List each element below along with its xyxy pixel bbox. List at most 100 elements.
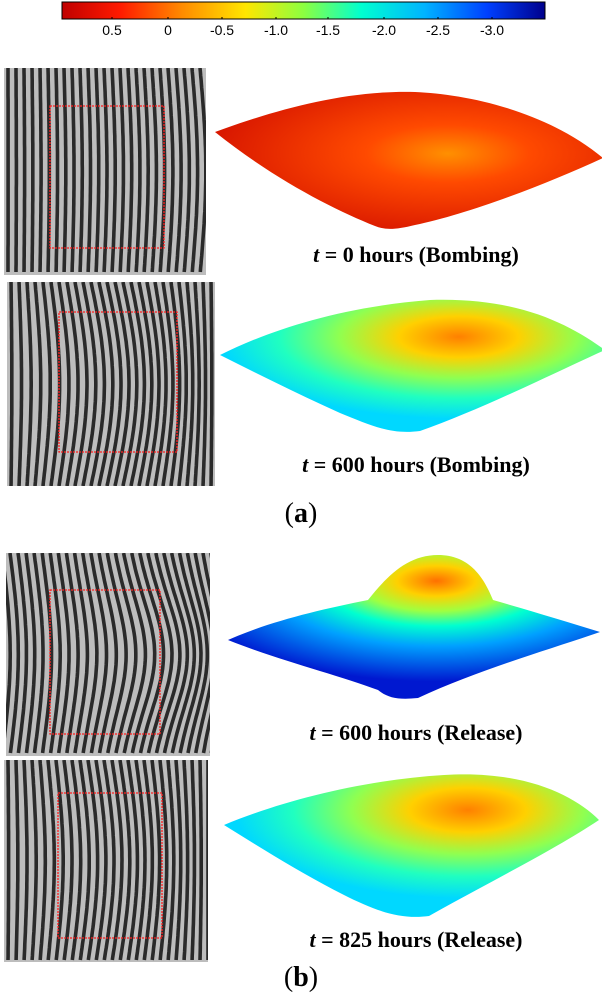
fringe-line [24,553,37,754]
fringe-line [190,760,197,961]
fringe-line [65,282,80,486]
colorbar-tick-label: -1.5 [316,22,340,38]
fringe-line [78,760,91,961]
fringe-line [25,282,33,486]
fringe-line [130,553,157,754]
fringe-line [22,68,27,273]
fringe-line [185,553,210,754]
fringe-line [64,553,80,754]
surface-plot-600h-bombing [220,299,602,432]
fringe-line [166,68,175,273]
fringe-line [97,282,115,486]
fringe-line [54,68,60,273]
panel-label-b: (b) [283,962,319,993]
caption-0h-bombing: t = 0 hours (Bombing) [313,242,519,267]
fringe-line [193,282,201,486]
fringe-line [57,282,71,486]
roi-frame [58,311,178,453]
fringe-line [70,68,76,273]
fringe-line [97,553,119,754]
fringe-line [158,760,169,961]
caption-825h-release: t = 825 hours (Release) [309,927,523,952]
fringe-line [33,282,43,486]
fringe-line [185,282,195,486]
colorbar-tick-label: -2.0 [372,22,396,38]
colorbar-tick-label: 0.5 [102,22,122,38]
fringe-line [198,68,206,273]
fringe-line [30,68,35,273]
fringe-line [174,760,183,961]
fringe-line [121,553,148,754]
fringe-line [118,68,126,273]
fringe-line [17,282,24,486]
colorbar-tick-label: 0 [164,22,172,38]
fringe-line [46,68,52,272]
fringe-line [56,553,71,754]
fringe-line [22,760,29,961]
colorbar-gradient [61,1,546,20]
fringe-image-0h-bombing [4,68,206,275]
fringe-line [6,760,11,961]
fringe-line [6,570,12,739]
panel-label-a: (a) [284,498,318,529]
colorbar-tick-label: -2.5 [426,22,450,38]
fringe-line [30,760,38,961]
fringe-line [138,553,166,754]
caption-600h-bombing: t = 600 hours (Bombing) [302,452,530,477]
fringe-line [146,553,174,754]
fringe-line [80,553,99,754]
fringe-line [16,553,29,754]
fringe-image-825h-release [4,760,208,962]
fringe-line [182,760,190,961]
fringe-line [174,68,183,273]
roi-frame [49,589,161,735]
surface-plot-0h-bombing [215,91,602,229]
roi-frame [49,105,165,249]
fringe-line [201,553,210,754]
fringe-line [154,553,182,754]
fringe-line [41,282,52,486]
fringe-line [102,760,116,961]
fringe-line [182,68,192,273]
fringe-line [166,760,176,961]
fringe-line [40,553,54,754]
fringe-line [9,282,14,486]
surface-plot-825h-release [224,774,599,917]
fringe-line [193,553,210,754]
surface-plot-600h-release [228,555,600,699]
fringe-line [110,68,117,273]
fringe-line [72,553,90,754]
fringe-line [78,68,85,273]
fringe-line [142,68,150,273]
fringe-line [177,553,203,754]
fringe-line [201,282,208,486]
fringe-line [105,553,128,754]
fringe-line [38,760,48,961]
fringe-line [102,68,109,273]
fringe-line [89,553,109,754]
fringe-line [169,553,197,754]
fringe-line [14,760,20,961]
fringe-line [209,282,214,486]
fringe-line [121,282,139,486]
fringe-line [94,68,101,273]
fringe-line [86,68,93,273]
colorbar-tick-label: -0.5 [210,22,234,38]
fringe-image-600h-bombing [7,282,215,486]
caption-600h-release: t = 600 hours (Release) [309,720,523,745]
fringe-image-600h-release [6,553,210,756]
colorbar: 0.5 0 -0.5 -1.0 -1.5 -2.0 -2.5 -3.0 [61,1,546,38]
fringe-line [8,553,21,754]
colorbar-tick-label: -1.0 [264,22,288,38]
fringe-line [38,68,43,273]
fringe-line [150,68,159,273]
fringe-line [198,760,203,961]
fringe-line [162,553,190,754]
fringe-line [46,760,57,961]
fringe-line [113,553,138,754]
fringe-line [177,282,188,486]
fringe-line [32,553,45,754]
colorbar-tick-label: -3.0 [480,22,504,38]
roi-frame [57,792,163,939]
